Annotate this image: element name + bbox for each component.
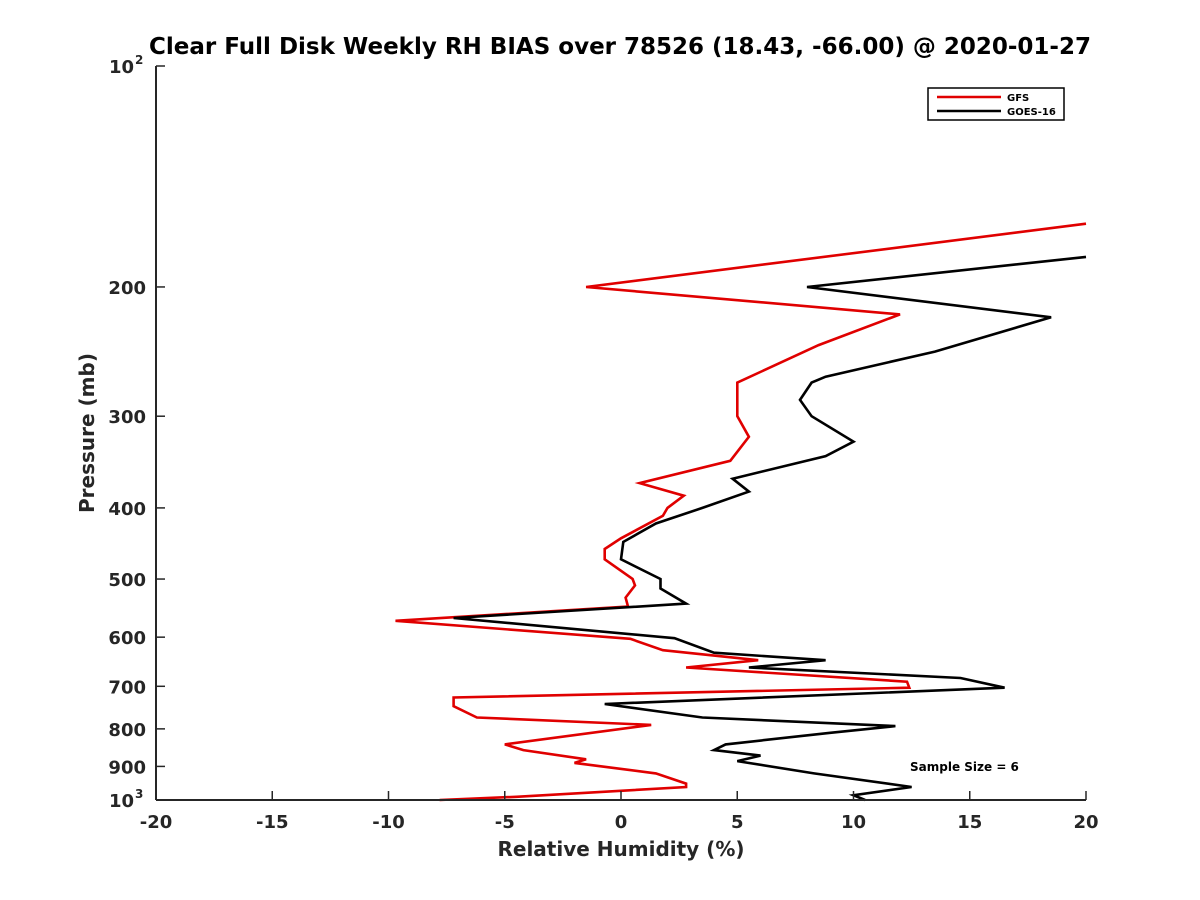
- y-tick-label: 10: [109, 57, 134, 78]
- x-tick-label: 20: [1073, 812, 1098, 833]
- x-tick-label: -15: [256, 812, 289, 833]
- y-axis-label: Pressure (mb): [75, 353, 99, 513]
- chart-title: Clear Full Disk Weekly RH BIAS over 7852…: [149, 34, 1091, 60]
- y-tick-label: 900: [108, 757, 146, 778]
- x-tick-label: 15: [957, 812, 982, 833]
- y-tick-exponent: 2: [135, 53, 143, 67]
- x-tick-label: -10: [372, 812, 405, 833]
- y-tick-label: 800: [108, 720, 146, 741]
- series-layer: [395, 222, 1087, 802]
- y-tick-label: 400: [108, 499, 146, 520]
- legend-label-goes16: GOES-16: [1007, 107, 1056, 118]
- x-tick-label: 5: [731, 812, 744, 833]
- x-ticks: -20 -15 -10 -5 0 5 10 15 20: [140, 791, 1099, 833]
- x-tick-label: 0: [615, 812, 628, 833]
- y-tick-label: 10: [109, 791, 134, 812]
- y-tick-exponent: 3: [135, 787, 143, 801]
- y-tick-label: 700: [108, 677, 146, 698]
- legend-label-gfs: GFS: [1007, 93, 1029, 104]
- legend: GFS GOES-16: [927, 87, 1065, 121]
- x-tick-label: -20: [140, 812, 173, 833]
- y-tick-label: 200: [108, 278, 146, 299]
- x-tick-label: -5: [495, 812, 515, 833]
- series-line-goes16: [453, 255, 1087, 802]
- x-axis-label: Relative Humidity (%): [497, 837, 744, 861]
- y-tick-label: 600: [108, 628, 146, 649]
- sample-size-note: Sample Size = 6: [910, 760, 1019, 774]
- legend-box: [927, 87, 1065, 121]
- x-tick-label: 10: [841, 812, 866, 833]
- y-tick-label: 500: [108, 570, 146, 591]
- y-tick-label: 300: [108, 407, 146, 428]
